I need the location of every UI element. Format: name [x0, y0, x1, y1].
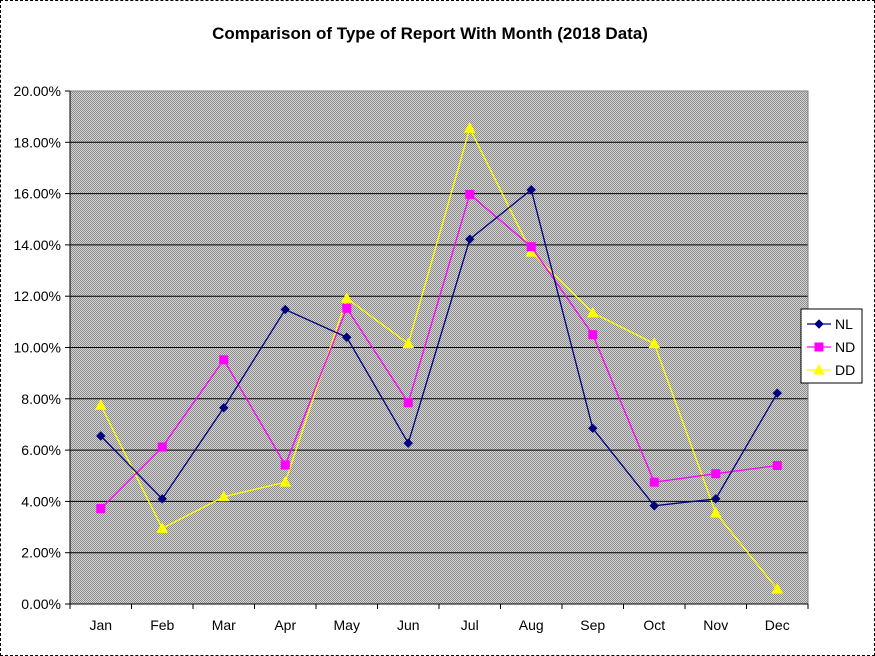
series-nd-point — [526, 242, 536, 252]
series-dd-point — [586, 306, 599, 318]
y-tick-label: 0.00% — [21, 596, 61, 612]
series-dd-point — [217, 490, 230, 502]
legend-swatch-marker — [813, 363, 825, 375]
series-nl-point — [588, 423, 598, 434]
series-nd-point — [588, 330, 598, 340]
x-tick-label: Jun — [397, 617, 420, 633]
legend-label: ND — [835, 339, 855, 355]
x-tick-label: Oct — [643, 617, 665, 633]
x-tick-label: Jan — [89, 617, 112, 633]
x-tick-label: Nov — [703, 617, 728, 633]
x-axis-ticks: Jan Feb Mar Apr May Jun Jul Aug Sep Oct Nov Dec — [69, 604, 809, 633]
series-dd-point — [402, 337, 415, 349]
series-nl-point — [157, 494, 167, 504]
legend: NL ND DD — [800, 308, 863, 384]
y-tick-label: 6.00% — [21, 442, 61, 458]
series-nd-point — [280, 460, 290, 470]
series-nl — [96, 185, 782, 511]
series-nd-point — [96, 504, 106, 514]
series-dd — [94, 122, 784, 594]
series-nd-point — [219, 355, 229, 365]
series-nl-point — [526, 185, 536, 195]
series-dd-point — [648, 337, 661, 349]
x-tick-label: Mar — [212, 617, 236, 633]
legend-label: DD — [835, 362, 855, 378]
x-tick-label: Aug — [519, 617, 544, 633]
y-tick-label: 18.00% — [14, 134, 61, 150]
series-nd-line — [100, 193, 778, 510]
series-nl-line — [100, 188, 778, 507]
series-nd-point — [157, 442, 167, 452]
x-tick-label: Dec — [765, 617, 790, 633]
series-group — [94, 122, 784, 594]
legend-box — [800, 308, 863, 384]
series-nd — [96, 189, 782, 514]
y-tick-label: 2.00% — [21, 545, 61, 561]
y-tick-label: 10.00% — [14, 340, 61, 356]
legend-swatch-marker — [814, 319, 824, 329]
series-dd-line — [100, 126, 778, 590]
y-tick-label: 20.00% — [14, 83, 61, 99]
y-tick-label: 16.00% — [14, 186, 61, 202]
series-nd-point — [772, 460, 782, 470]
legend-item-nd: ND — [807, 339, 855, 355]
chart-title: Comparison of Type of Report With Month … — [212, 24, 648, 43]
series-nl-point — [711, 494, 721, 504]
y-axis-ticks: 0.00% 2.00% 4.00% 6.00% 8.00% 10.00% 12.00% 14.… — [14, 83, 70, 612]
y-tick-label: 4.00% — [21, 493, 61, 509]
series-nl-point — [403, 438, 413, 448]
series-dd-point — [340, 292, 353, 303]
legend-item-nl: NL — [807, 316, 853, 332]
legend-item-dd: DD — [807, 362, 855, 378]
series-dd-point — [771, 583, 784, 594]
series-nl-point — [96, 431, 106, 441]
series-nd-point — [342, 303, 352, 313]
x-tick-label: Feb — [150, 617, 174, 633]
series-nd-point — [711, 469, 721, 479]
y-tick-label: 14.00% — [14, 237, 61, 253]
x-tick-label: Jul — [461, 617, 479, 633]
series-nl-point — [649, 501, 659, 511]
series-nd-point — [649, 477, 659, 487]
series-nl-point — [219, 403, 229, 413]
series-dd-point — [279, 476, 292, 487]
series-dd-point — [709, 506, 722, 518]
y-tick-label: 8.00% — [21, 391, 61, 407]
x-tick-label: Sep — [580, 617, 605, 633]
series-dd-point — [156, 522, 169, 533]
series-nd-point — [465, 189, 475, 199]
y-tick-label: 12.00% — [14, 288, 61, 304]
legend-label: NL — [835, 316, 853, 332]
series-dd-point — [463, 122, 476, 133]
series-dd-point — [94, 399, 107, 410]
series-dd-point — [525, 246, 538, 257]
x-tick-label: May — [334, 617, 360, 633]
series-nl-point — [342, 332, 352, 342]
series-nd-point — [403, 398, 413, 408]
legend-swatch-marker — [814, 342, 824, 352]
series-nl-point — [465, 234, 475, 244]
series-nl-point — [280, 304, 290, 315]
x-tick-label: Apr — [274, 617, 296, 633]
series-nl-point — [772, 388, 782, 398]
